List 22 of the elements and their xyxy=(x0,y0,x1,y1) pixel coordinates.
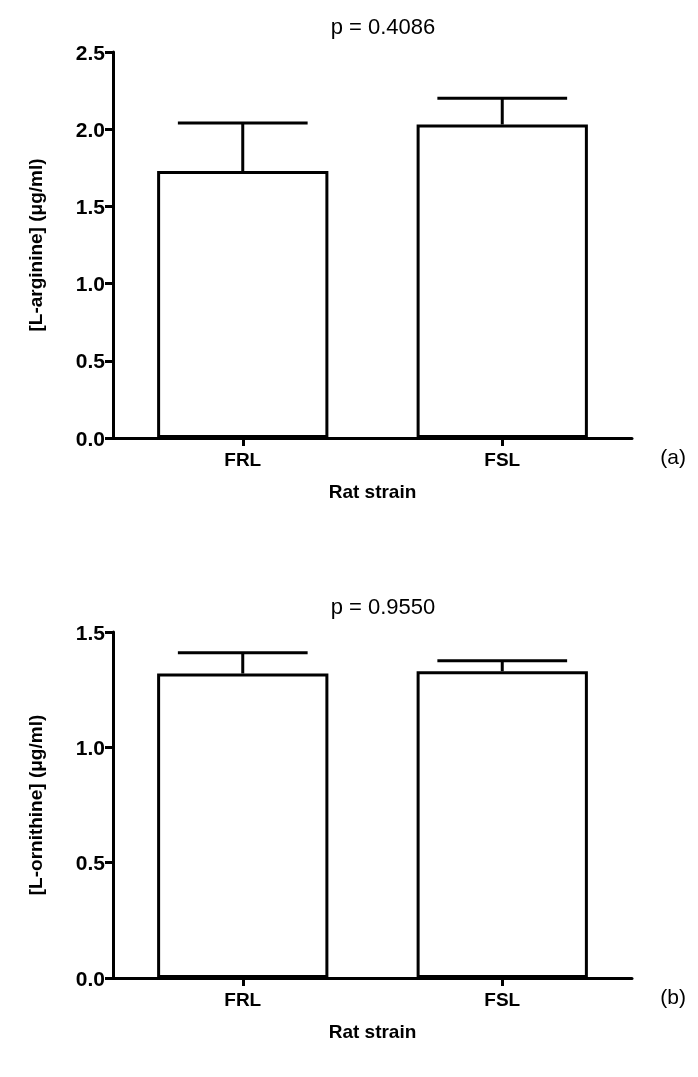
y-tick-label: 1.0 xyxy=(75,272,105,296)
y-tick-label: 1.5 xyxy=(75,620,106,644)
x-axis-title: Rat strain xyxy=(328,1021,417,1042)
x-axis-title: Rat strain xyxy=(328,481,417,502)
y-tick-label: 0.5 xyxy=(75,349,106,373)
x-tick-label: FRL xyxy=(224,989,262,1010)
chart-title: p = 0.9550 xyxy=(330,593,436,619)
y-tick-label: 0.0 xyxy=(75,966,105,990)
text: (a) xyxy=(660,445,687,468)
text: (b) xyxy=(660,985,687,1008)
y-tick-label: 0.0 xyxy=(75,426,105,450)
y-tick-label: 2.0 xyxy=(75,117,105,141)
x-tick-label: FRL xyxy=(224,449,262,470)
chart-title: p = 0.4086 xyxy=(330,13,436,39)
y-axis-title: [L-ornithine] (μg/ml) xyxy=(25,714,46,896)
y-tick-label: 1.0 xyxy=(75,735,105,759)
y-tick-label: 1.5 xyxy=(75,194,106,218)
x-tick-label: FSL xyxy=(484,449,521,470)
y-axis-title: [L-arginine] (μg/ml) xyxy=(25,158,46,332)
x-tick-label: FSL xyxy=(484,989,521,1010)
y-tick-label: 0.5 xyxy=(75,851,106,875)
y-tick-label: 2.5 xyxy=(75,40,106,64)
